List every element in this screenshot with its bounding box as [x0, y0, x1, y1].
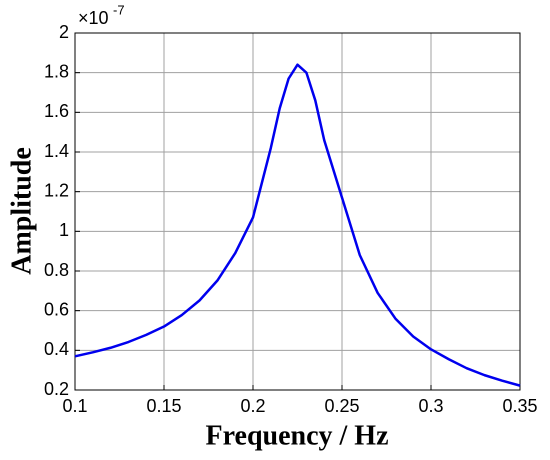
x-tick-label: 0.25	[324, 396, 359, 416]
y-tick-label: 0.6	[44, 299, 69, 319]
y-tick-label: 0.4	[44, 339, 69, 359]
y-tick-label: 1.4	[44, 141, 69, 161]
x-tick-label: 0.35	[502, 396, 537, 416]
plot-frame	[74, 32, 521, 391]
x-tick-label: 0.1	[62, 396, 87, 416]
x-axis-label: Frequency / Hz	[205, 420, 388, 451]
y-tick-label: 1.6	[44, 101, 69, 121]
y-tick-label: 2	[59, 22, 69, 42]
y-tick-label: 0.2	[44, 379, 69, 399]
y-exponent: -7	[113, 2, 125, 17]
y-tick-label: 1	[59, 220, 69, 240]
x-tick-label: 0.3	[418, 396, 443, 416]
x-tick-label: 0.15	[146, 396, 181, 416]
y-axis-label: Amplitude	[6, 147, 37, 275]
y-multiplier: ×10	[78, 8, 109, 28]
y-tick-label: 1.2	[44, 180, 69, 200]
y-tick-label: 1.8	[44, 61, 69, 81]
line-series	[74, 63, 521, 387]
y-tick-label: 0.8	[44, 260, 69, 280]
x-tick-label: 0.2	[240, 396, 265, 416]
